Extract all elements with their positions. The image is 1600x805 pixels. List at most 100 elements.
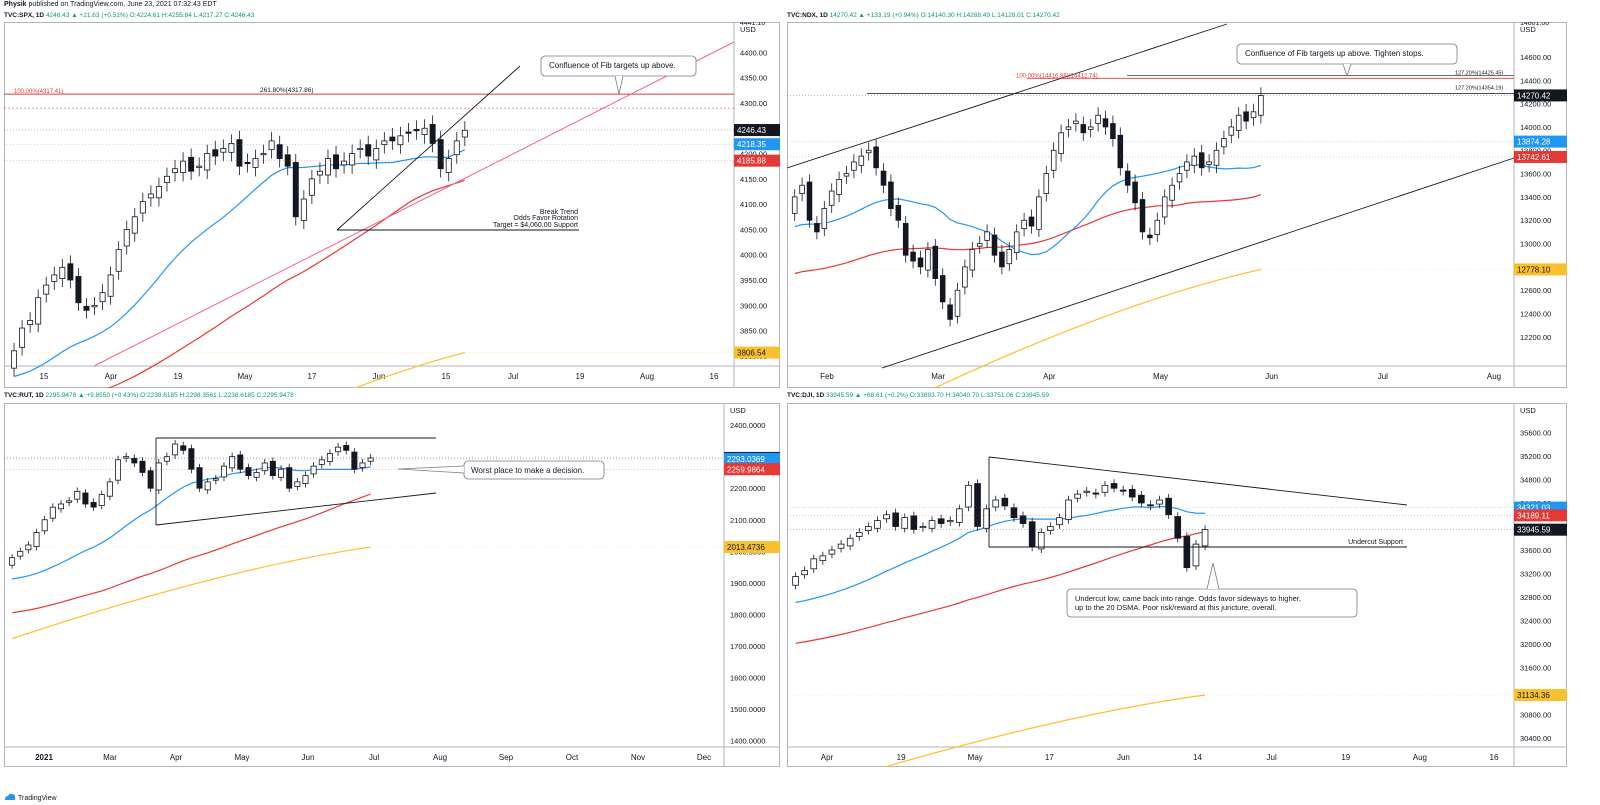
y-tick-label: 13400.00 [1520, 193, 1551, 202]
publisher-name[interactable]: Physik [4, 1, 27, 8]
rut-stats: 2295.9478 ▲ +9.8550 (+0.43%) O:2238.6185… [45, 392, 294, 399]
candle [180, 160, 187, 173]
candle [925, 248, 931, 271]
y-tick-label: 32800.00 [1520, 593, 1551, 602]
spx-symbol[interactable]: TVC:SPX, 1D [4, 12, 45, 19]
candle [41, 519, 48, 532]
ndx-callout-text: Confluence of Fib targets up above. Tigh… [1245, 49, 1424, 58]
dji-chart[interactable]: USD30400.0030800.0031200.0031600.0032000… [787, 403, 1567, 767]
y-tick-label: 1600.0000 [730, 674, 765, 683]
y-top-label: 14801.00 [1520, 22, 1549, 27]
x-tick-label: 2021 [35, 753, 53, 762]
candle [1028, 521, 1036, 548]
candle [413, 129, 420, 132]
rut-chart[interactable]: USD 1400.0000 1500.0000 1600.0000 1700.0000 1… [4, 403, 780, 767]
candle [1117, 134, 1124, 169]
candle [397, 135, 404, 146]
price-tag-label: 31134.36 [1517, 691, 1550, 700]
y-tick-label: 14600.00 [1520, 53, 1551, 62]
candle [974, 483, 981, 527]
candle [220, 465, 227, 478]
candle [819, 555, 827, 562]
candle [284, 154, 291, 167]
y-tick-label: 1800.0000 [730, 610, 765, 619]
candle [204, 481, 211, 491]
x-tick-label: Mar [103, 753, 117, 762]
price-tag [1514, 501, 1567, 514]
candle [843, 173, 850, 177]
x-tick-label: Apr [170, 753, 183, 762]
candle [172, 443, 179, 456]
candle [389, 136, 396, 142]
y-tick-label: 4150.00 [740, 175, 767, 184]
x-tick-label: May [237, 372, 252, 381]
spx-chart[interactable]: USD4441.103800.003850.003900.003950.0040… [4, 22, 780, 388]
y-tick-label: 4100.00 [740, 200, 767, 209]
candle [814, 223, 820, 233]
currency-label: USD [740, 25, 756, 34]
candle [212, 149, 219, 157]
x-tick-label: Aug [640, 372, 654, 381]
price-tag-label: 3806.54 [737, 349, 766, 358]
candle [895, 204, 902, 221]
candle [1198, 152, 1205, 169]
price-tag [734, 346, 780, 359]
footer-brand[interactable]: TradingView [18, 794, 57, 802]
candle [1028, 216, 1035, 227]
rut-symbol[interactable]: TVC:RUT, 1D [4, 392, 44, 399]
annotation-text: Odds Favor Rotation [513, 215, 578, 222]
candle [991, 234, 998, 256]
y-tick-label: 31600.00 [1520, 664, 1551, 673]
candle [11, 350, 18, 369]
x-tick-label: Feb [820, 372, 834, 381]
candle [1006, 248, 1013, 265]
price-tag-label: 2293.0369 [727, 455, 765, 464]
candle [123, 456, 130, 459]
candle [294, 481, 301, 487]
price-tag [1514, 135, 1567, 148]
price-tag-label: 14270.42 [1517, 91, 1551, 100]
candle [139, 201, 146, 214]
sma20-line [13, 149, 466, 378]
ndx-chart[interactable]: USD14801.0012200.0012400.0012600.0012800… [787, 22, 1567, 388]
x-tick-label: Mar [931, 372, 945, 381]
dji-stats: 33945.59 ▲ +68.61 (+0.2%) O:33893.70 H:3… [826, 392, 1049, 399]
ndx-callout-pointer [1342, 63, 1352, 78]
y-tick-label: 12400.00 [1520, 310, 1551, 319]
candle [1221, 138, 1227, 148]
sma200-line [933, 268, 1262, 388]
x-tick-label: Jul [1378, 372, 1388, 381]
price-tag-label: 34321.03 [1517, 504, 1551, 513]
y-tick-label: 13600.00 [1520, 170, 1551, 179]
price-tag [724, 452, 780, 465]
candle [801, 570, 808, 576]
x-tick-label: 19 [576, 372, 585, 381]
candle [155, 462, 162, 491]
candle [947, 304, 953, 320]
x-tick-label: Jun [1265, 372, 1278, 381]
candle [316, 170, 323, 176]
candle [437, 139, 444, 170]
candle [1101, 484, 1109, 493]
candle [333, 154, 340, 170]
dji-symbol[interactable]: TVC:DJI, 1D [787, 392, 825, 399]
candle [1013, 231, 1020, 253]
price-tag [1514, 509, 1567, 522]
candle [1065, 499, 1072, 520]
candle [1102, 118, 1109, 128]
candle [196, 165, 203, 168]
sma200-line [882, 694, 1206, 767]
candle [1080, 124, 1087, 134]
candle [855, 531, 863, 537]
candle [1165, 497, 1172, 516]
candle [74, 490, 81, 500]
candle [1083, 490, 1091, 493]
candle [1065, 126, 1072, 130]
candle [1001, 497, 1009, 507]
candle [66, 500, 73, 503]
candle [939, 275, 946, 303]
ndx-symbol[interactable]: TVC:NDX, 1D [787, 12, 828, 19]
candle [806, 181, 813, 221]
y-tick-label: 4400.00 [740, 48, 767, 57]
candle [75, 276, 82, 304]
